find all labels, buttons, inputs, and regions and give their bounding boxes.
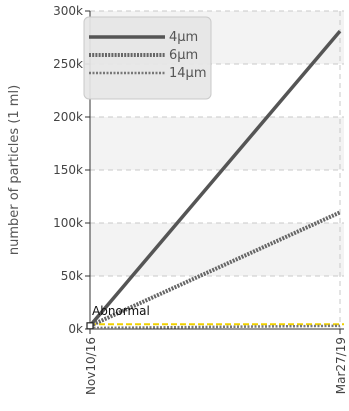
- x-tick-label: Mar27/19: [334, 337, 348, 394]
- series-line: [90, 210, 341, 328]
- legend-label: 14μm: [169, 66, 206, 81]
- grid-band: [90, 170, 344, 223]
- x-tick-label: Nov10/16: [84, 337, 98, 395]
- y-tick-label: 150k: [53, 163, 83, 177]
- legend-label: 4μm: [169, 30, 198, 45]
- y-tick-label: 0k: [68, 322, 83, 336]
- y-tick-label: 50k: [61, 269, 83, 283]
- y-tick-label: 100k: [53, 216, 83, 230]
- series-line: [90, 30, 342, 327]
- y-tick-label: 300k: [53, 4, 83, 18]
- legend-label: 6μm: [169, 48, 198, 63]
- data-point-marker: [86, 322, 94, 330]
- series-line: [90, 324, 341, 329]
- grid-band: [90, 276, 344, 329]
- legend: 4μm 6μm 14μm: [83, 16, 212, 100]
- reference-line-label: Abnormal: [92, 304, 150, 318]
- y-tick-label: 250k: [53, 57, 83, 71]
- y-axis-label: number of particles (1 ml): [7, 85, 22, 255]
- y-tick-label: 200k: [53, 110, 83, 124]
